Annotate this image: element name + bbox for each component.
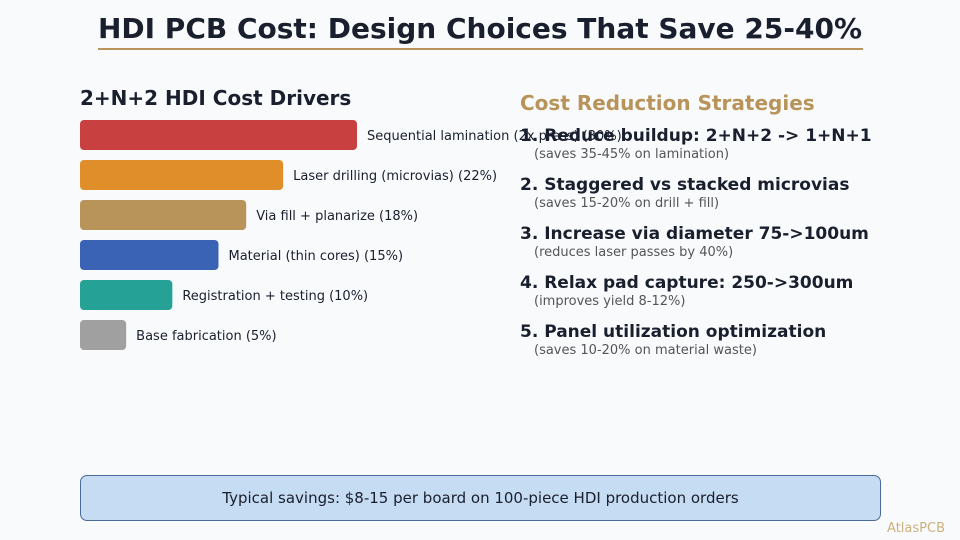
strategy-heading: 4. Relax pad capture: 250->300um: [520, 273, 854, 293]
chart-title: 2+N+2 HDI Cost Drivers: [80, 86, 352, 110]
title-divider: [98, 48, 863, 50]
strategy-item: 3. Increase via diameter 75->100um (reduc…: [520, 224, 869, 262]
strategy-savings-note: (reduces laser passes by 40%): [534, 245, 734, 260]
page-title: HDI PCB Cost: Design Choices That Save 2…: [97, 12, 863, 45]
bar-4: [80, 280, 173, 310]
strategy-heading: 2. Staggered vs stacked microvias: [520, 175, 850, 195]
bar-5: [80, 320, 127, 350]
strategy-item: 1. Reduce buildup: 2+N+2 -> 1+N+1 (saves …: [520, 126, 872, 164]
savings-callout-text: Typical savings: $8-15 per board on 100-…: [222, 489, 739, 507]
savings-callout: Typical savings: $8-15 per board on 100-…: [80, 475, 881, 521]
bar-label-5: Base fabrication (5%): [136, 329, 276, 344]
strategy-heading: 1. Reduce buildup: 2+N+2 -> 1+N+1: [520, 126, 872, 146]
bar-label-4: Registration + testing (10%): [182, 289, 368, 304]
strategy-heading: 5. Panel utilization optimization: [520, 322, 827, 342]
bar-2: [80, 200, 247, 230]
bar-label-0: Sequential lamination (2x press) (30%): [367, 129, 622, 144]
brand-watermark: AtlasPCB: [887, 521, 945, 536]
bar-1: [80, 160, 284, 190]
bar-label-2: Via fill + planarize (18%): [256, 209, 418, 224]
strategy-savings-note: (saves 35-45% on lamination): [534, 147, 730, 162]
bar-0: [80, 120, 357, 150]
strategy-item: 5. Panel utilization optimization (saves …: [520, 322, 826, 360]
strategy-savings-note: (improves yield 8-12%): [534, 294, 686, 309]
strategy-item: 4. Relax pad capture: 250->300um (improve…: [520, 273, 853, 311]
bar-3: [80, 240, 219, 270]
bar-label-3: Material (thin cores) (15%): [229, 249, 404, 264]
strategy-item: 2. Staggered vs stacked microvias (saves …: [520, 175, 849, 213]
strategy-heading: 3. Increase via diameter 75->100um: [520, 224, 869, 244]
bar-label-1: Laser drilling (microvias) (22%): [293, 169, 497, 184]
strategy-savings-note: (saves 15-20% on drill + fill): [534, 196, 720, 211]
strategy-savings-note: (saves 10-20% on material waste): [534, 343, 757, 358]
strategies-title: Cost Reduction Strategies: [520, 91, 815, 115]
